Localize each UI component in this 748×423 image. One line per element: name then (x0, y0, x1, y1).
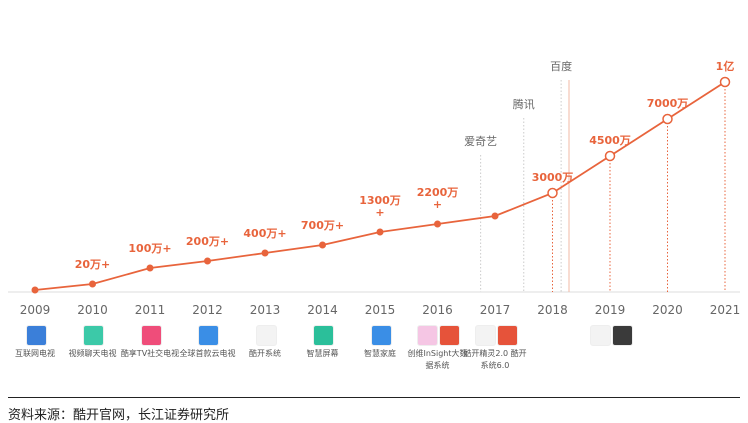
data-point (319, 241, 326, 249)
data-point (261, 249, 269, 257)
data-label: 200万+ (186, 235, 229, 248)
data-label: 20万+ (75, 258, 111, 271)
data-label: 1300万 (359, 194, 401, 207)
x-tick-label: 2018 (537, 303, 568, 317)
x-tick-label: 2010 (77, 303, 108, 317)
milestone-label: 酷开精灵2.0 酷开系统6.0 (463, 349, 527, 370)
product-icon (496, 325, 518, 346)
data-point (547, 187, 558, 199)
annotation-label: 爱奇艺 (464, 135, 497, 148)
data-label: 700万+ (301, 219, 344, 232)
product-icon (83, 325, 104, 346)
series-line (34, 81, 726, 291)
x-tick-label: 2014 (307, 303, 338, 317)
x-tick-label: 2019 (594, 303, 626, 317)
data-point (146, 264, 154, 272)
product-icon (417, 325, 438, 346)
milestone-label: 视频聊天电视 (68, 349, 117, 358)
data-point (89, 280, 96, 288)
x-tick-label: 2012 (192, 303, 223, 317)
data-label: + (433, 198, 442, 211)
data-point (31, 286, 39, 294)
data-point (719, 76, 731, 88)
milestone-label: 全球首款云电视 (179, 349, 236, 358)
product-icon (370, 325, 392, 346)
data-label: + (375, 206, 384, 219)
divider (8, 397, 740, 398)
data-point (434, 220, 441, 228)
milestone-label: 智慧家庭 (364, 349, 396, 358)
x-tick-label: 2011 (134, 303, 166, 317)
data-point (604, 150, 616, 162)
x-tick-label: 2021 (709, 303, 741, 317)
product-icon (198, 325, 219, 346)
milestone-label: 智慧屏幕 (306, 349, 339, 358)
x-tick-label: 2017 (479, 303, 511, 317)
data-point (491, 212, 499, 220)
milestone-label: 酷开系统 (249, 349, 281, 358)
x-tick-label: 2020 (652, 303, 683, 317)
growth-chart: 爱奇艺腾讯百度20万+100万+200万+400万+700万+1300万+220… (8, 59, 740, 294)
data-label: 400万+ (243, 227, 286, 240)
milestone-label: 创维InSight大数据系统 (407, 349, 468, 370)
data-label: 100万+ (128, 242, 171, 255)
product-icon (474, 325, 496, 346)
data-label: 7000万 (647, 97, 689, 110)
x-tick-label: 2015 (364, 303, 396, 317)
product-icon (611, 325, 633, 346)
data-label: 1亿 (716, 59, 735, 73)
data-label: 4500万 (589, 134, 631, 147)
x-tick-label: 2013 (249, 303, 281, 317)
product-icon (589, 325, 611, 346)
product-icon (140, 325, 162, 346)
milestone-label: 互联网电视 (15, 349, 55, 358)
product-icon (255, 325, 277, 346)
data-point (204, 257, 211, 265)
source-note: 资料来源：酷开官网，长江证券研究所 (8, 408, 230, 423)
x-tick-label: 2016 (422, 303, 453, 317)
data-label: 2200万 (417, 186, 459, 199)
product-icon (439, 325, 460, 346)
x-tick-label: 2009 (19, 303, 51, 317)
product-icon (313, 325, 334, 346)
annotation-label: 腾讯 (513, 97, 535, 111)
data-point (662, 113, 673, 125)
milestone-label: 酷享TV社交电视 (120, 349, 180, 358)
annotation-label: 百度 (550, 59, 572, 73)
data-point (376, 228, 384, 236)
data-label: 3000万 (532, 171, 574, 184)
product-icon (25, 325, 47, 346)
